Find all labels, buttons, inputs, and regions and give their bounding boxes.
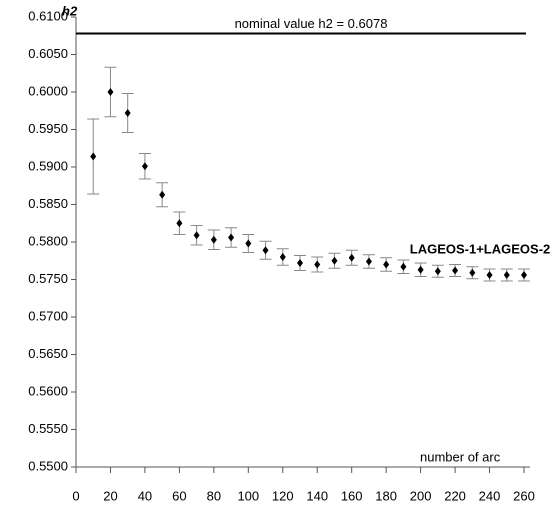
data-point [245, 239, 252, 248]
x-tick-label: 100 [237, 488, 259, 503]
x-tick-label: 120 [272, 488, 294, 503]
data-point [452, 266, 459, 275]
x-tick-label: 80 [207, 488, 221, 503]
data-point [331, 256, 338, 265]
y-tick-label: 0.5550 [28, 421, 68, 436]
y-tick-label: 0.5850 [28, 196, 68, 211]
y-tick-label: 0.5700 [28, 308, 68, 323]
data-point [469, 268, 476, 277]
data-point [503, 271, 510, 279]
y-tick-label: 0.6050 [28, 46, 68, 61]
x-axis-label: number of arc [420, 449, 501, 464]
x-tick-label: 20 [103, 488, 117, 503]
data-point [417, 265, 424, 274]
y-tick-label: 0.5750 [28, 271, 68, 286]
data-point [348, 253, 355, 262]
data-point [228, 233, 235, 242]
data-point [176, 219, 183, 228]
data-point [297, 259, 303, 267]
x-tick-label: 140 [306, 488, 328, 503]
data-point [434, 267, 441, 276]
y-tick-label: 0.5800 [28, 233, 68, 248]
data-point [141, 162, 148, 171]
x-tick-label: 0 [72, 488, 79, 503]
data-point [383, 260, 390, 269]
x-tick-label: 60 [172, 488, 186, 503]
x-tick-label: 200 [410, 488, 432, 503]
reference-label: nominal value h2 = 0.6078 [235, 16, 388, 31]
y-tick-label: 0.5900 [28, 158, 68, 173]
x-tick-label: 180 [375, 488, 397, 503]
x-tick-label: 240 [479, 488, 501, 503]
x-tick-label: 220 [444, 488, 466, 503]
data-point [124, 109, 131, 117]
data-point [400, 262, 407, 271]
data-point [90, 152, 97, 161]
data-point [193, 231, 200, 240]
data-point [262, 246, 269, 255]
data-point [279, 253, 286, 261]
data-point [159, 190, 166, 199]
y-tick-label: 0.6000 [28, 83, 68, 98]
data-point [365, 257, 372, 266]
data-point [210, 235, 217, 244]
data-point [521, 271, 527, 279]
x-tick-label: 40 [138, 488, 152, 503]
x-tick-label: 160 [341, 488, 363, 503]
data-point [486, 271, 493, 279]
y-tick-label: 0.5650 [28, 346, 68, 361]
y-axis-label: h2 [62, 3, 78, 18]
y-tick-label: 0.5950 [28, 121, 68, 136]
data-point [107, 88, 114, 96]
x-tick-label: 260 [513, 488, 535, 503]
y-tick-label: 0.5500 [28, 458, 68, 473]
data-point [314, 260, 321, 269]
y-tick-label: 0.6100 [28, 8, 68, 23]
y-tick-label: 0.5600 [28, 383, 68, 398]
series-label: LAGEOS-1+LAGEOS-2 [410, 241, 550, 256]
